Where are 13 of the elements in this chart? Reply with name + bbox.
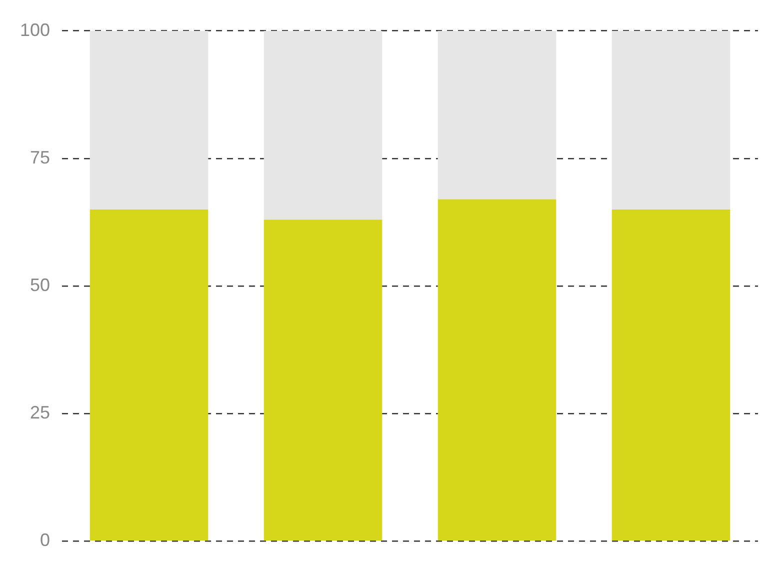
y-tick-label: 50 xyxy=(30,274,50,295)
bar xyxy=(438,199,556,541)
bar xyxy=(438,30,556,200)
bar xyxy=(90,30,208,210)
bar xyxy=(612,30,730,210)
y-tick-label: 0 xyxy=(40,530,50,550)
bar xyxy=(264,30,382,220)
bar xyxy=(90,209,208,541)
y-tick-label: 25 xyxy=(30,402,50,423)
y-tick-label: 100 xyxy=(20,20,50,40)
y-tick-label: 75 xyxy=(30,147,50,168)
bar xyxy=(612,209,730,541)
bar xyxy=(264,220,382,541)
